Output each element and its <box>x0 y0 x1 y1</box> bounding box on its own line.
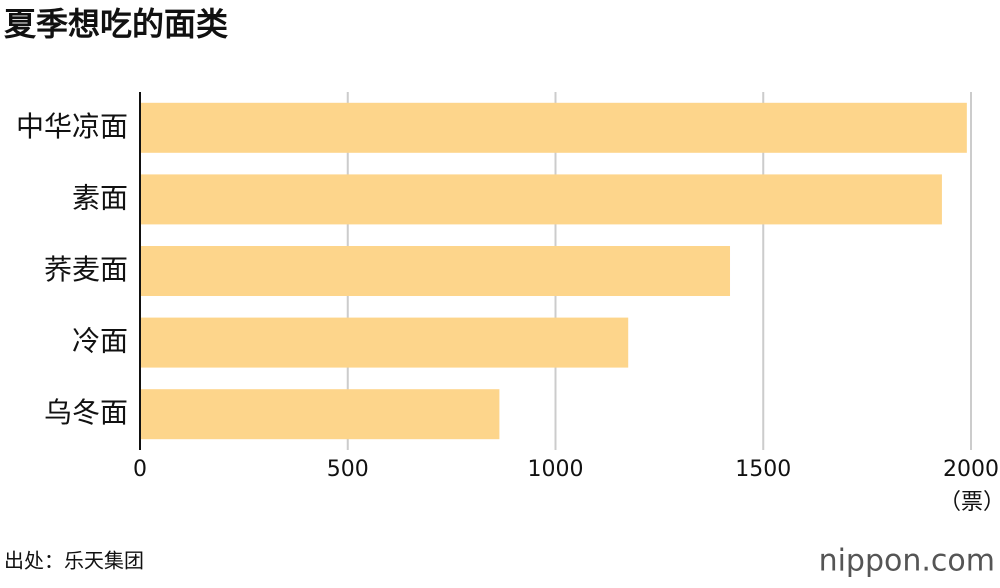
chart-title: 夏季想吃的面类 <box>4 5 228 43</box>
bar <box>140 102 967 153</box>
y-tick-label: 冷面 <box>72 325 128 358</box>
x-tick-label: 500 <box>327 457 369 482</box>
bar <box>140 246 731 296</box>
logo: nippon.com <box>819 544 995 579</box>
x-tick-label: 0 <box>133 457 147 482</box>
y-tick-label: 荞麦面 <box>44 253 128 286</box>
bar <box>140 389 500 440</box>
y-tick-label: 素面 <box>72 181 128 214</box>
y-tick-label: 乌冬面 <box>44 396 128 429</box>
x-tick-label: 1000 <box>528 457 584 482</box>
x-axis-label: （票） <box>939 490 1000 515</box>
bar <box>140 174 942 225</box>
y-tick-label: 中华凉面 <box>16 110 128 143</box>
bar <box>140 317 629 368</box>
x-tick-label: 2000 <box>943 457 999 482</box>
x-tick-label: 1500 <box>735 457 791 482</box>
source: 出处：乐天集团 <box>4 549 144 573</box>
